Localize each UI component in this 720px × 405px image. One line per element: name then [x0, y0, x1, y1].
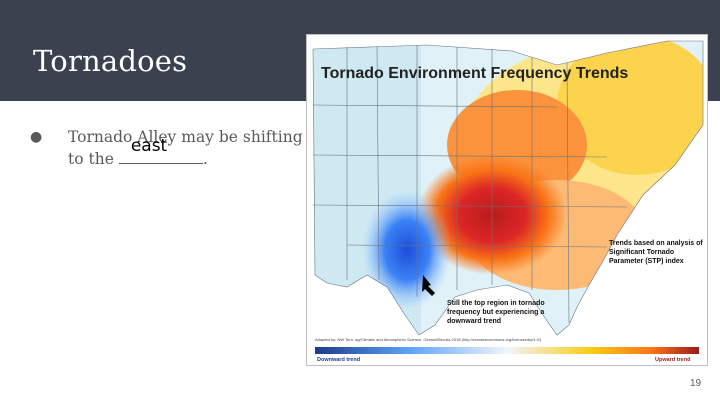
plains-downward-trend-zone — [362, 190, 452, 310]
bullet-text-before: Tornado Alley may be shifting to the — [68, 128, 303, 168]
figure-source: Adapted by: NW Tern. ag/Climatic and Atm… — [315, 337, 542, 342]
northeast-yellow-zone — [557, 41, 703, 175]
legend-upward-label: Upward trend — [655, 357, 691, 363]
map-title: Tornado Environment Frequency Trends — [321, 65, 629, 82]
fill-in-blank: east — [118, 137, 203, 164]
blank-answer: east — [130, 136, 168, 156]
page-number: 19 — [690, 378, 702, 389]
bullet-text-after: . — [202, 150, 208, 168]
trend-map — [311, 40, 704, 354]
legend-color-bar — [315, 347, 699, 354]
bullet-marker: ● — [30, 129, 43, 145]
method-annotation: Trends based on analysis of Significant … — [609, 240, 703, 265]
slide-title: Tornadoes — [33, 44, 188, 78]
tornado-trend-map-figure: Tornado Environment Frequency Trends Tre… — [306, 34, 708, 366]
state-boundaries — [312, 40, 704, 336]
top-region-annotation: Still the top region in tornado frequenc… — [447, 300, 545, 325]
annotation-arrow — [422, 275, 435, 296]
legend-downward-label: Downward trend — [317, 357, 361, 363]
bullet-item: Tornado Alley may be shifting to the eas… — [68, 128, 318, 169]
